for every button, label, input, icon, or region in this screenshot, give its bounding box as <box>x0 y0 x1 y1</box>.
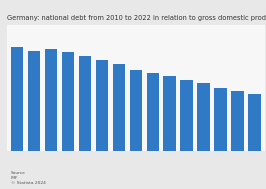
Bar <box>130 70 142 151</box>
Bar <box>95 60 108 151</box>
Bar <box>62 52 74 151</box>
Bar <box>214 88 227 151</box>
Bar <box>45 49 57 151</box>
Bar <box>11 47 23 151</box>
Bar <box>79 56 91 151</box>
Bar <box>28 50 40 151</box>
Bar <box>231 91 244 151</box>
Bar <box>113 64 125 151</box>
Bar <box>164 76 176 151</box>
Bar <box>248 94 261 151</box>
Text: Germany: national debt from 2010 to 2022 in relation to gross domestic product (: Germany: national debt from 2010 to 2022… <box>7 14 266 21</box>
Bar <box>197 84 210 151</box>
Text: Source
IMF
© Statista 2024: Source IMF © Statista 2024 <box>11 171 45 185</box>
Bar <box>180 80 193 151</box>
Bar <box>147 73 159 151</box>
